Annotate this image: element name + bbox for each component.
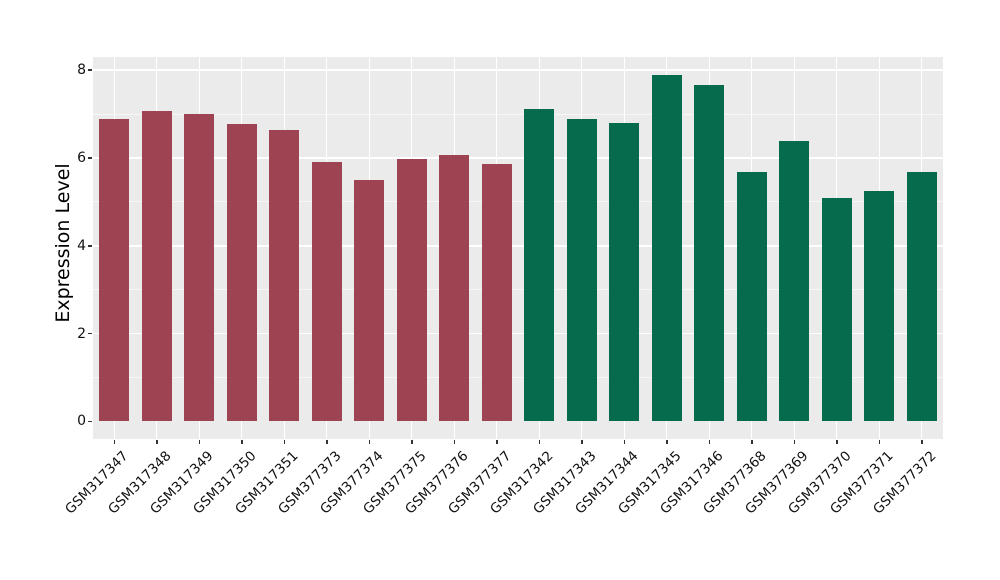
bar-GSM377377	[481, 163, 512, 422]
y-tick-label: 0	[77, 413, 86, 430]
bar-GSM377371	[864, 191, 895, 422]
x-tick-mark	[156, 440, 158, 444]
y-tick-label: 4	[77, 237, 86, 254]
plot-panel	[93, 57, 943, 439]
y-tick-mark	[88, 69, 92, 71]
bar-GSM377373	[311, 161, 342, 422]
x-tick-mark	[708, 440, 710, 444]
gridline-horizontal-minor	[93, 113, 943, 115]
y-tick-mark	[88, 420, 92, 423]
bar-GSM317349	[184, 114, 215, 422]
bar-GSM377370	[821, 198, 852, 422]
gridline-horizontal-major	[93, 69, 943, 71]
x-tick-mark	[283, 440, 285, 444]
bar-GSM377374	[354, 179, 385, 422]
x-tick-mark	[368, 440, 370, 444]
y-tick-mark	[88, 332, 92, 335]
x-tick-mark	[581, 440, 583, 444]
x-tick-mark	[411, 440, 413, 444]
bar-GSM377369	[779, 140, 810, 422]
bar-GSM317344	[609, 123, 640, 422]
x-tick-mark	[453, 440, 455, 444]
bar-GSM317350	[226, 123, 257, 422]
bar-GSM377375	[396, 158, 427, 422]
x-tick-mark	[666, 440, 668, 444]
x-tick-mark	[113, 440, 115, 444]
y-tick-label: 6	[77, 149, 86, 166]
y-tick-mark	[88, 245, 92, 247]
bar-GSM377368	[736, 172, 767, 422]
bar-GSM317345	[651, 74, 682, 422]
x-tick-mark	[793, 440, 795, 444]
gridline-horizontal-major	[93, 332, 943, 335]
bar-GSM377376	[439, 155, 470, 422]
gridline-horizontal-minor	[93, 377, 943, 379]
bar-GSM317348	[141, 110, 172, 422]
gridline-horizontal-minor	[93, 289, 943, 291]
bar-GSM317347	[99, 118, 130, 422]
bar-GSM317346	[694, 84, 725, 422]
gridline-horizontal-major	[93, 245, 943, 247]
bar-GSM317342	[524, 108, 555, 422]
x-tick-mark	[198, 440, 200, 444]
bar-GSM317343	[566, 119, 597, 422]
gridline-horizontal-minor	[93, 201, 943, 203]
x-tick-mark	[538, 440, 540, 444]
x-tick-mark	[241, 440, 243, 444]
y-tick-label: 2	[77, 325, 86, 342]
bar-GSM317351	[269, 129, 300, 422]
x-tick-mark	[751, 440, 753, 444]
x-tick-mark	[921, 440, 923, 444]
y-tick-label: 8	[77, 62, 86, 79]
x-tick-mark	[496, 440, 498, 444]
gridline-horizontal-major	[93, 157, 943, 159]
x-tick-mark	[623, 440, 625, 444]
x-tick-mark	[878, 440, 880, 444]
x-tick-mark	[326, 440, 328, 444]
y-tick-mark	[88, 157, 92, 159]
x-tick-mark	[836, 440, 838, 444]
bar-GSM377372	[906, 172, 937, 422]
